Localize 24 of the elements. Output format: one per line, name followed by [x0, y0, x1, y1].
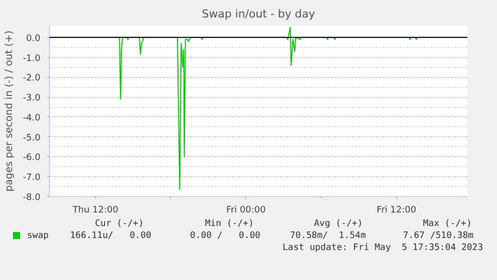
text: 70.58m/ 1.54m	[290, 230, 366, 242]
text: 166.11u/ 0.00	[70, 230, 152, 242]
y-tick-label: -1.0	[22, 54, 41, 64]
text: 0.00 / 0.00	[190, 230, 260, 242]
text: 7.67 /510.38m	[403, 230, 474, 242]
y-tick-label: -5.0	[22, 133, 41, 144]
chart-title: Swap in/out - by day	[202, 8, 316, 20]
y-tick-label: -8.0	[22, 193, 41, 203]
text: Last update: Fri May 5 17:35:04 2023	[282, 242, 484, 254]
x-tick-label: Thu 12:00	[72, 206, 119, 216]
y-tick-label: -3.0	[22, 94, 41, 104]
legend-label: swap	[27, 230, 49, 242]
text: Max (-/+)	[423, 218, 472, 230]
text: Min (-/+)	[205, 218, 254, 230]
y-tick-label: -7.0	[22, 173, 41, 184]
x-tick-label: Fri 12:00	[376, 206, 416, 216]
y-axis-title: pages per second in (-) / out (+)	[4, 30, 15, 192]
text: Cur (-/+)	[95, 218, 144, 230]
x-tick-label: Fri 00:00	[226, 206, 266, 216]
y-tick-label: -6.0	[22, 153, 41, 164]
text: Avg (-/+)	[314, 218, 363, 230]
y-tick-label: -2.0	[22, 74, 41, 84]
y-tick-label: 0.0	[26, 34, 41, 44]
y-tick-label: -4.0	[22, 113, 41, 124]
